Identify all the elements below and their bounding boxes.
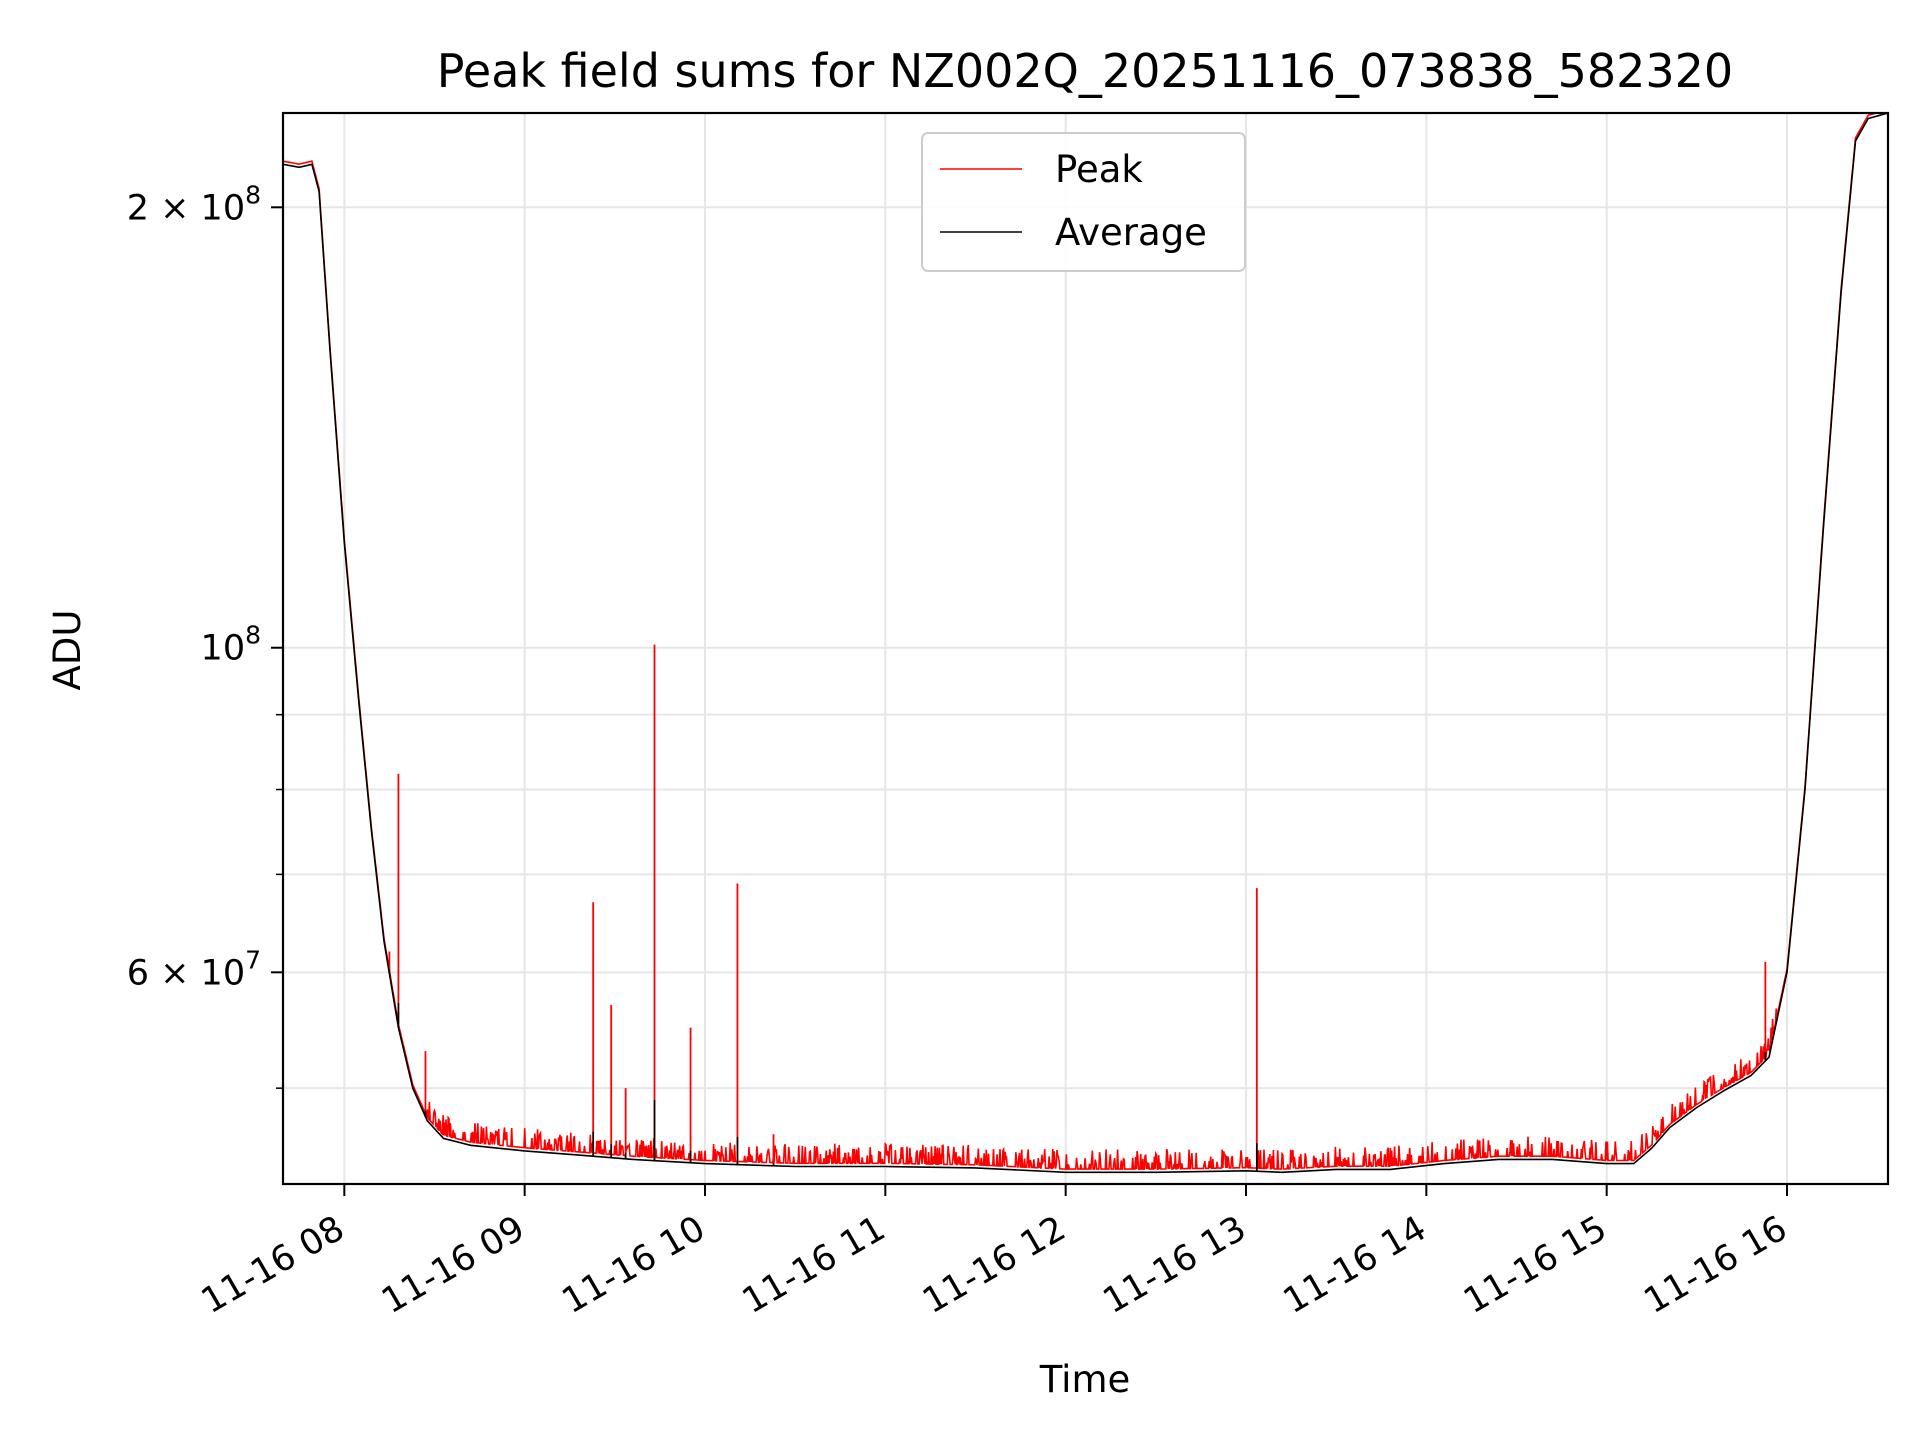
x-axis-label: Time xyxy=(1039,1358,1131,1401)
average-series-line xyxy=(283,113,1888,1174)
legend: Peak Average xyxy=(921,132,1246,272)
y-tick-label: 6 × 107 xyxy=(127,945,261,993)
legend-peak-label: Peak xyxy=(1055,148,1143,191)
plot-area xyxy=(283,113,1888,1174)
legend-frame xyxy=(921,132,1246,272)
peak-series-line xyxy=(283,113,1880,1170)
chart-title: Peak field sums for NZ002Q_20251116_0738… xyxy=(437,44,1733,98)
legend-average-label: Average xyxy=(1055,211,1207,254)
y-axis-label: ADU xyxy=(46,610,89,691)
y-tick-label: 2 × 108 xyxy=(127,180,261,228)
